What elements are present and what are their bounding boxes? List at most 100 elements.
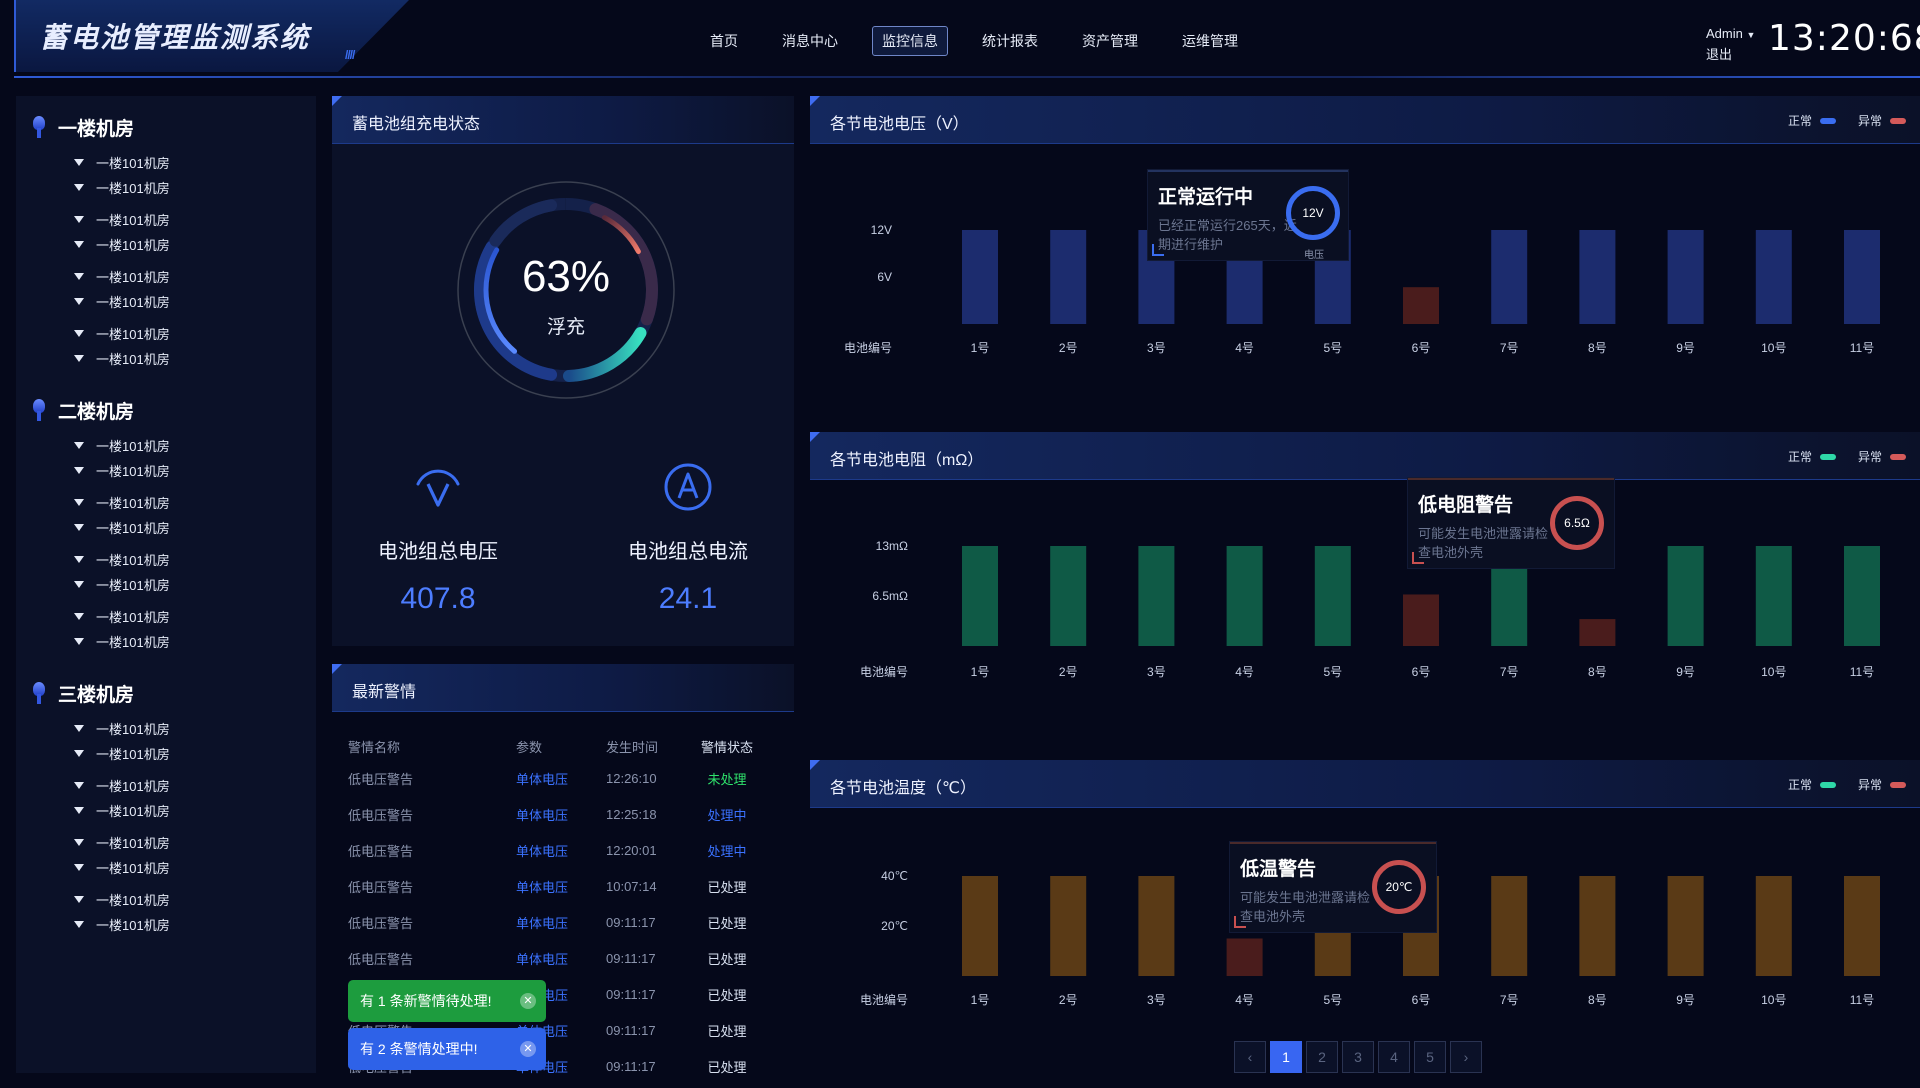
sidebar-room-item[interactable]: 一楼101机房	[74, 150, 316, 175]
bar[interactable]	[1844, 230, 1880, 324]
table-row[interactable]: 低电压警告 单体电压 12:20:01 处理中	[348, 832, 758, 868]
bar[interactable]	[1667, 230, 1704, 324]
sidebar-room-item[interactable]: 一楼101机房	[74, 458, 316, 483]
sidebar-room-item[interactable]: 一楼101机房	[74, 515, 316, 540]
alarm-param[interactable]: 单体电压	[516, 951, 569, 967]
sidebar-room-item[interactable]: 一楼101机房	[74, 741, 316, 766]
sidebar-room-item[interactable]: 一楼101机房	[74, 887, 316, 912]
bar[interactable]	[1226, 938, 1263, 977]
logout-link[interactable]: 退出	[1706, 47, 1733, 62]
bar[interactable]	[962, 546, 998, 646]
caret-down-icon[interactable]	[74, 184, 84, 191]
nav-item[interactable]: 监控信息	[872, 26, 948, 56]
bar[interactable]	[1844, 546, 1880, 646]
bar[interactable]	[1667, 546, 1704, 646]
caret-down-icon[interactable]	[74, 556, 84, 563]
nav-item[interactable]: 首页	[710, 33, 738, 49]
caret-down-icon[interactable]	[74, 330, 84, 337]
floor-header[interactable]: 二楼机房	[32, 393, 316, 427]
bar[interactable]	[1138, 546, 1175, 646]
caret-down-icon[interactable]	[74, 442, 84, 449]
user-name[interactable]: Admin	[1706, 26, 1743, 41]
alarm-param[interactable]: 单体电压	[516, 843, 569, 859]
table-row[interactable]: 低电压警告 单体电压 10:07:14 已处理	[348, 868, 758, 904]
caret-down-icon[interactable]	[74, 216, 84, 223]
close-icon[interactable]: ✕	[520, 993, 536, 1009]
caret-down-icon[interactable]	[74, 241, 84, 248]
sidebar-room-item[interactable]: 一楼101机房	[74, 716, 316, 741]
sidebar-room-item[interactable]: 一楼101机房	[74, 490, 316, 515]
sidebar-room-item[interactable]: 一楼101机房	[74, 232, 316, 257]
bar[interactable]	[1050, 230, 1087, 324]
bar[interactable]	[1755, 876, 1792, 976]
bar[interactable]	[1314, 546, 1351, 646]
bar[interactable]	[1138, 876, 1175, 976]
caret-down-icon[interactable]	[74, 581, 84, 588]
bar[interactable]	[1579, 876, 1616, 976]
caret-down-icon[interactable]: ▼	[1746, 30, 1756, 40]
caret-down-icon[interactable]	[74, 839, 84, 846]
caret-down-icon[interactable]	[74, 807, 84, 814]
sidebar-room-item[interactable]: 一楼101机房	[74, 798, 316, 823]
caret-down-icon[interactable]	[74, 159, 84, 166]
table-row[interactable]: 低电压警告 单体电压 09:11:17 已处理	[348, 940, 758, 976]
table-row[interactable]: 低电压警告 单体电压 12:26:10 未处理	[348, 760, 758, 796]
alarm-param[interactable]: 单体电压	[516, 771, 569, 787]
bar[interactable]	[1226, 546, 1263, 646]
page-button[interactable]: 5	[1414, 1041, 1446, 1073]
sidebar-room-item[interactable]: 一楼101机房	[74, 773, 316, 798]
caret-down-icon[interactable]	[74, 467, 84, 474]
nav-item[interactable]: 资产管理	[1082, 33, 1138, 49]
sidebar-room-item[interactable]: 一楼101机房	[74, 433, 316, 458]
caret-down-icon[interactable]	[74, 725, 84, 732]
caret-down-icon[interactable]	[74, 782, 84, 789]
sidebar-room-item[interactable]: 一楼101机房	[74, 207, 316, 232]
caret-down-icon[interactable]	[74, 750, 84, 757]
alarm-param[interactable]: 单体电压	[516, 879, 569, 895]
sidebar-room-item[interactable]: 一楼101机房	[74, 830, 316, 855]
sidebar-room-item[interactable]: 一楼101机房	[74, 572, 316, 597]
chevron-right-icon[interactable]: ›	[1450, 1041, 1482, 1073]
sidebar-room-item[interactable]: 一楼101机房	[74, 346, 316, 371]
table-row[interactable]: 低电压警告 单体电压 09:11:17 已处理	[348, 904, 758, 940]
alarm-param[interactable]: 单体电压	[516, 915, 569, 931]
bar[interactable]	[1403, 287, 1439, 324]
page-button[interactable]: 1	[1270, 1041, 1302, 1073]
sidebar-room-item[interactable]: 一楼101机房	[74, 912, 316, 937]
caret-down-icon[interactable]	[74, 896, 84, 903]
nav-item[interactable]: 统计报表	[982, 33, 1038, 49]
nav-item[interactable]: 消息中心	[782, 33, 838, 49]
bar[interactable]	[1844, 876, 1880, 976]
bar[interactable]	[1667, 876, 1704, 976]
bar[interactable]	[1579, 619, 1616, 646]
sidebar-room-item[interactable]: 一楼101机房	[74, 855, 316, 880]
bar[interactable]	[1050, 876, 1087, 976]
bar[interactable]	[962, 230, 998, 324]
sidebar-room-item[interactable]: 一楼101机房	[74, 321, 316, 346]
sidebar-room-item[interactable]: 一楼101机房	[74, 175, 316, 200]
caret-down-icon[interactable]	[74, 864, 84, 871]
floor-header[interactable]: 一楼机房	[32, 110, 316, 144]
user-menu[interactable]: Admin ▼ 退出	[1706, 24, 1755, 64]
page-button[interactable]: 4	[1378, 1041, 1410, 1073]
sidebar-room-item[interactable]: 一楼101机房	[74, 604, 316, 629]
toast-processing-alarm[interactable]: 有 2 条警情处理中! ✕	[348, 1028, 546, 1070]
page-button[interactable]: 2	[1306, 1041, 1338, 1073]
caret-down-icon[interactable]	[74, 638, 84, 645]
caret-down-icon[interactable]	[74, 921, 84, 928]
caret-down-icon[interactable]	[74, 524, 84, 531]
caret-down-icon[interactable]	[74, 298, 84, 305]
caret-down-icon[interactable]	[74, 613, 84, 620]
sidebar-room-item[interactable]: 一楼101机房	[74, 264, 316, 289]
bar[interactable]	[962, 876, 998, 976]
sidebar-room-item[interactable]: 一楼101机房	[74, 629, 316, 654]
floor-header[interactable]: 三楼机房	[32, 676, 316, 710]
close-icon[interactable]: ✕	[520, 1041, 536, 1057]
page-button[interactable]: 3	[1342, 1041, 1374, 1073]
caret-down-icon[interactable]	[74, 355, 84, 362]
bar[interactable]	[1050, 546, 1087, 646]
bar[interactable]	[1403, 594, 1439, 646]
caret-down-icon[interactable]	[74, 273, 84, 280]
bar[interactable]	[1491, 230, 1528, 324]
bar[interactable]	[1755, 230, 1792, 324]
